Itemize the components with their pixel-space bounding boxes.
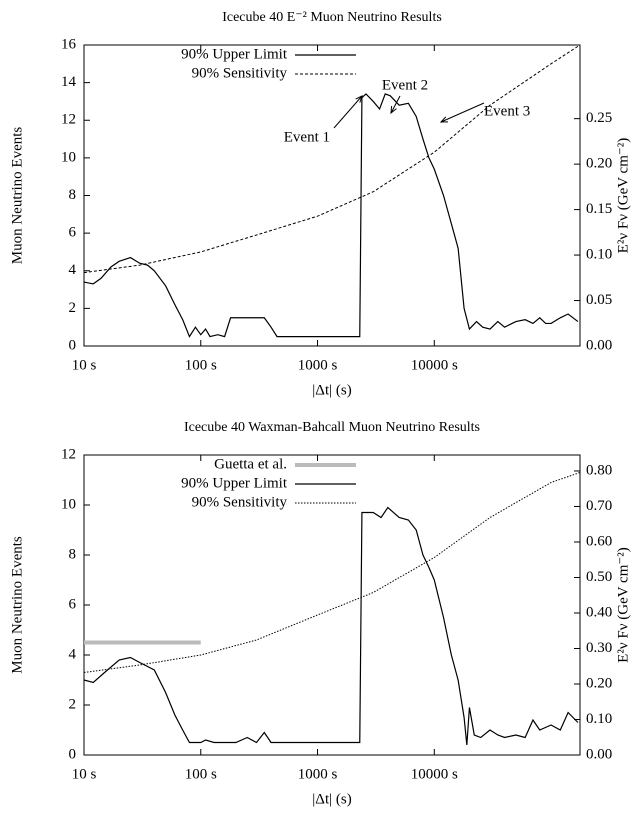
- x-tick-label: 10 s: [72, 357, 97, 373]
- y2-tick-label: 0.00: [586, 337, 612, 353]
- y-tick-label: 10: [61, 496, 76, 512]
- series-line: [83, 44, 581, 274]
- y-axis-label: Muon Neutrino Events: [9, 127, 25, 265]
- y-axis-label: Muon Neutrino Events: [9, 536, 25, 674]
- y2-tick-label: 0.15: [586, 201, 612, 217]
- annotation-arrow: [440, 102, 485, 123]
- y-tick-label: 0: [69, 746, 77, 762]
- y-tick-label: 2: [69, 696, 77, 712]
- legend-label: 90% Sensitivity: [192, 65, 288, 81]
- plot-frame: [83, 454, 581, 756]
- y2-tick-label: 0.00: [586, 746, 612, 762]
- y2-tick-label: 0.20: [586, 156, 612, 172]
- y2-tick-label: 0.60: [586, 533, 612, 549]
- annotation-arrowhead: [390, 105, 397, 115]
- y2-tick-label: 0.30: [586, 640, 612, 656]
- x-tick-label: 10 s: [72, 766, 97, 782]
- series-line: [83, 93, 579, 338]
- x-tick-label: 1000 s: [298, 357, 338, 373]
- y-tick-label: 4: [69, 646, 77, 662]
- annotation: Event 2: [382, 77, 428, 93]
- x-tick-label: 1000 s: [298, 766, 338, 782]
- y-tick-label: 14: [61, 74, 77, 90]
- y2-axis-label: E²ν Fν (GeV cm⁻²): [615, 547, 631, 663]
- legend-label: Guetta et al.: [214, 456, 287, 472]
- x-tick-label: 10000 s: [411, 766, 458, 782]
- series-line: [83, 472, 581, 673]
- y2-tick-label: 0.50: [586, 569, 612, 585]
- y2-tick-label: 0.40: [586, 604, 612, 620]
- chart: Icecube 40 E⁻² Muon Neutrino Results 10 s…: [9, 10, 631, 398]
- annotation-arrowhead: [439, 116, 449, 123]
- y2-tick-label: 0.10: [586, 247, 612, 263]
- annotation-arrow: [390, 95, 401, 114]
- legend-label: 90% Upper Limit: [181, 46, 288, 62]
- y2-tick-label: 0.05: [586, 292, 612, 308]
- y2-tick-label: 0.20: [586, 675, 612, 691]
- legend-label: 90% Sensitivity: [192, 494, 288, 510]
- x-axis-label: |Δt| (s): [312, 791, 351, 807]
- y-tick-label: 12: [61, 112, 76, 128]
- y2-tick-label: 0.80: [586, 462, 612, 478]
- y-tick-label: 6: [69, 596, 77, 612]
- legend-label: 90% Upper Limit: [181, 475, 288, 491]
- chart-title: Icecube 40 E⁻² Muon Neutrino Results: [222, 10, 442, 25]
- chart: Icecube 40 Waxman-Bahcall Muon Neutrino …: [9, 420, 631, 807]
- annotation: Event 1: [284, 129, 330, 145]
- y-tick-label: 0: [69, 337, 77, 353]
- y-tick-label: 16: [61, 36, 77, 52]
- y2-tick-label: 0.10: [586, 711, 612, 727]
- x-tick-label: 100 s: [185, 357, 217, 373]
- x-axis-label: |Δt| (s): [312, 382, 351, 398]
- y2-tick-label: 0.25: [586, 110, 612, 126]
- y-tick-label: 10: [61, 149, 76, 165]
- y2-tick-label: 0.70: [586, 498, 612, 514]
- y-tick-label: 4: [69, 262, 77, 278]
- annotation-arrowhead: [355, 95, 363, 103]
- plot-frame: [83, 44, 581, 347]
- y-tick-label: 2: [69, 300, 77, 316]
- x-tick-label: 100 s: [185, 766, 217, 782]
- annotation: Event 3: [484, 103, 530, 119]
- annotation-arrow: [333, 95, 363, 129]
- y-tick-label: 8: [69, 546, 77, 562]
- y-tick-label: 12: [61, 446, 76, 462]
- chart-title: Icecube 40 Waxman-Bahcall Muon Neutrino …: [184, 420, 480, 435]
- x-tick-label: 10000 s: [411, 357, 458, 373]
- series-line: [83, 506, 579, 746]
- y-tick-label: 6: [69, 225, 77, 241]
- y-tick-label: 8: [69, 187, 77, 203]
- y2-axis-label: E²ν Fν (GeV cm⁻²): [615, 138, 631, 254]
